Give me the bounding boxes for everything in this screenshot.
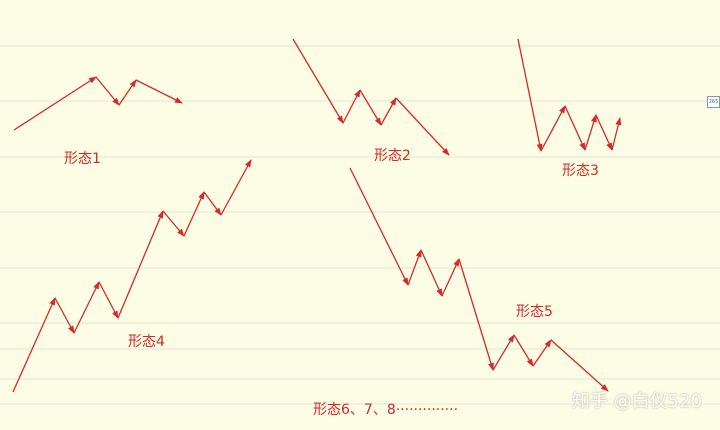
pattern-1-label: 形态1 — [64, 151, 101, 167]
arrow-segment — [517, 38, 543, 152]
arrow-segment — [441, 258, 460, 297]
arrow-segment — [342, 89, 361, 124]
arrow-segment — [73, 281, 100, 334]
arrow-segment — [380, 97, 397, 126]
arrow-segment — [584, 114, 597, 151]
arrow-segment — [95, 76, 120, 106]
arrow-segment — [54, 297, 75, 334]
pattern-2-label: 形态2 — [374, 148, 411, 164]
arrow-segment — [117, 210, 164, 319]
arrow-segment — [183, 191, 205, 237]
arrow-segment — [513, 334, 534, 367]
arrow-segment — [540, 105, 566, 152]
arrow-segment — [98, 281, 119, 319]
arrow-segment — [359, 89, 382, 126]
arrow-segment — [532, 339, 552, 367]
arrow-segment — [550, 339, 609, 392]
arrow-segment — [135, 79, 183, 104]
pattern-5-arrows — [349, 167, 609, 392]
arrow-segment — [203, 191, 222, 216]
arrow-segment — [349, 167, 409, 286]
pattern-1-arrows — [13, 76, 183, 131]
arrow-segment — [162, 210, 185, 237]
watermark: 知乎 @白仪520 — [571, 391, 702, 412]
pattern-3-label: 形态3 — [562, 163, 599, 179]
arrow-segment — [420, 249, 443, 297]
arrow-segment — [12, 297, 56, 393]
pattern-6-7-8-label: 形态6、7、8·············· — [313, 402, 459, 418]
arrow-segment — [595, 114, 613, 151]
arrow-segment — [395, 97, 450, 156]
arrow-segment — [220, 159, 252, 216]
arrow-segment — [564, 105, 586, 151]
arrow-segment — [458, 258, 494, 371]
pattern-4-arrows — [12, 159, 252, 393]
edge-value-tag: 265 — [707, 96, 720, 108]
pattern-3-arrows — [517, 38, 622, 152]
pattern-2-arrows — [292, 38, 450, 156]
arrow-segment — [492, 334, 515, 371]
arrow-segment — [13, 76, 97, 131]
arrow-segment — [407, 249, 422, 286]
pattern-5-label: 形态5 — [516, 304, 553, 320]
arrow-segment — [118, 79, 137, 106]
arrow-segment — [611, 117, 622, 151]
arrow-segment — [292, 38, 344, 124]
pattern-4-label: 形态4 — [128, 334, 165, 350]
grid-lines — [0, 45, 720, 405]
